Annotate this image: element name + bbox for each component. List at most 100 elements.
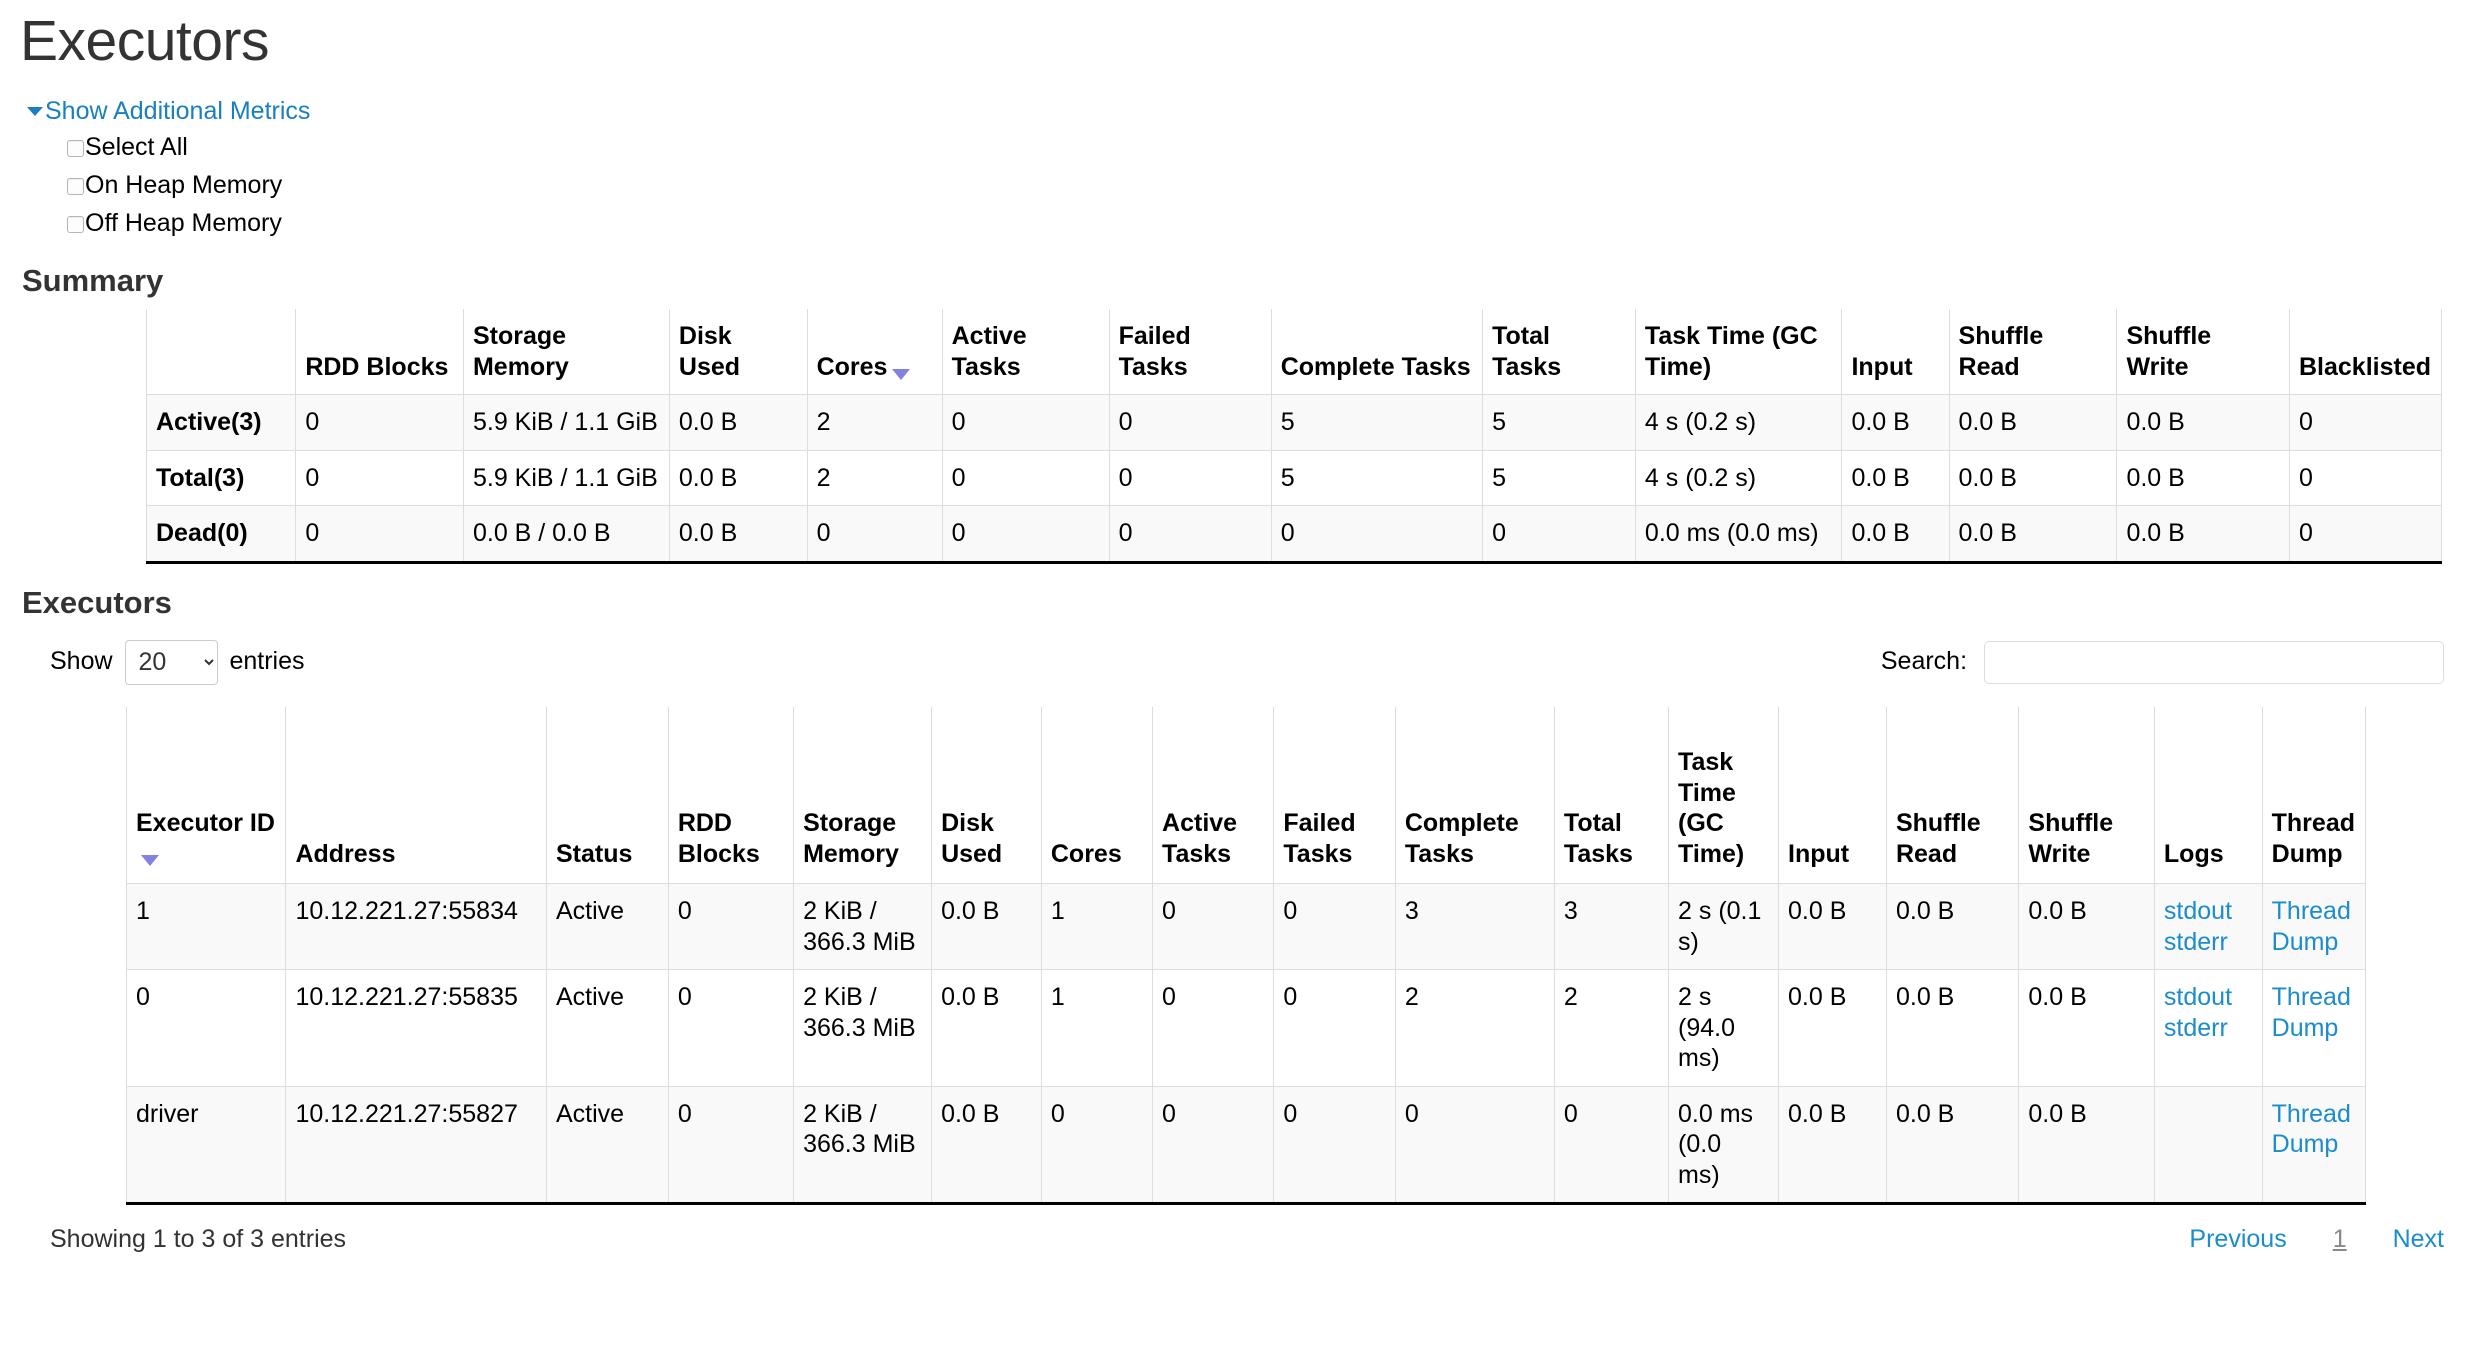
column-header-input[interactable]: Input (1778, 707, 1887, 885)
showing-entries-info: Showing 1 to 3 of 3 entries (50, 1225, 347, 1254)
show-additional-metrics-label: Show Additional Metrics (45, 96, 311, 125)
page-length-control: Show 204060100 entries (50, 639, 305, 685)
summary-cell-complete-tasks: 5 (1270, 449, 1484, 507)
column-header-shuffle-write[interactable]: Shuffle Write (2116, 309, 2290, 396)
column-header-thread-dump[interactable]: Thread Dump (2261, 707, 2367, 885)
executor-cell-storage-memory: 2 KiB / 366.3 MiB (793, 1085, 933, 1206)
executor-cell-thread-dump: Thread Dump (2261, 969, 2367, 1087)
column-header-label: Disk Used (678, 322, 741, 381)
metric-checkbox[interactable] (67, 216, 84, 234)
thread-dump-link[interactable]: Thread Dump (2271, 897, 2351, 956)
column-header-label: Active Tasks (1162, 809, 1238, 868)
column-header-label: Active Tasks (951, 322, 1027, 381)
column-header-rdd-blocks[interactable]: RDD Blocks (667, 707, 795, 885)
metric-checkbox[interactable] (67, 140, 84, 158)
summary-cell-shuffle-write: 0.0 B (2116, 449, 2290, 507)
column-header-label: Executor ID (136, 809, 275, 838)
column-header-disk-used[interactable]: Disk Used (931, 707, 1042, 885)
executor-cell-failed-tasks: 0 (1273, 1085, 1396, 1206)
column-header-storage-memory[interactable]: Storage Memory (462, 309, 670, 396)
column-header-complete-tasks[interactable]: Complete Tasks (1270, 309, 1484, 396)
metric-checkbox[interactable] (67, 178, 84, 196)
column-header-storage-memory[interactable]: Storage Memory (793, 707, 933, 885)
executor-cell-shuffle-write: 0.0 B (2018, 1085, 2155, 1206)
summary-cell-label: Active(3) (145, 394, 297, 451)
column-header-failed-tasks[interactable]: Failed Tasks (1273, 707, 1396, 885)
column-header-status[interactable]: Status (545, 707, 669, 885)
summary-cell-blacklisted: 0 (2288, 449, 2443, 507)
column-header-logs[interactable]: Logs (2153, 707, 2263, 885)
executor-cell-task-time: 2 s (0.1 s) (1668, 883, 1779, 971)
column-header-shuffle-read[interactable]: Shuffle Read (1885, 707, 2020, 885)
column-header-blank[interactable] (145, 309, 297, 396)
metric-option: Select All (67, 128, 2466, 166)
executor-cell-failed-tasks: 0 (1273, 969, 1396, 1087)
column-header-label: Task Time (GC Time) (1644, 322, 1818, 381)
column-header-task-time-gc-time[interactable]: Task Time (GC Time) (1634, 309, 1843, 396)
column-header-label: Shuffle Write (2126, 322, 2212, 381)
summary-cell-active-tasks: 0 (941, 505, 1110, 564)
executor-cell-shuffle-write: 0.0 B (2018, 883, 2155, 971)
caret-down-icon (27, 106, 43, 116)
thread-dump-link[interactable]: Thread Dump (2271, 983, 2351, 1042)
log-link-stderr[interactable]: stderr (2163, 927, 2228, 956)
thread-dump-link[interactable]: Thread Dump (2271, 1099, 2351, 1159)
executor-cell-shuffle-read: 0.0 B (1885, 969, 2020, 1087)
entries-label: entries (229, 646, 305, 675)
column-header-label: RDD Blocks (677, 809, 760, 868)
column-header-input[interactable]: Input (1841, 309, 1950, 396)
pagination-next[interactable]: Next (2392, 1225, 2444, 1254)
summary-table-container: RDD Blocks Storage Memory Disk Used Cores Ac… (145, 309, 2443, 564)
column-header-total-tasks[interactable]: Total Tasks (1482, 309, 1636, 396)
summary-cell-blacklisted: 0 (2288, 505, 2443, 564)
column-header-label: Input (1788, 839, 1850, 868)
column-header-label: Shuffle Read (1895, 809, 1981, 868)
column-header-active-tasks[interactable]: Active Tasks (1152, 707, 1275, 885)
column-header-executor-id[interactable]: Executor ID (125, 707, 287, 885)
column-header-complete-tasks[interactable]: Complete Tasks (1394, 707, 1555, 885)
show-additional-metrics-toggle[interactable]: Show Additional Metrics (27, 97, 310, 125)
executors-table: Executor ID Address Status RDD Blocks Storag… (125, 707, 2367, 1206)
column-header-cores[interactable]: Cores (806, 309, 943, 396)
column-header-active-tasks[interactable]: Active Tasks (941, 309, 1110, 396)
search-input[interactable] (1984, 640, 2444, 684)
column-header-label: Shuffle Read (1958, 322, 2044, 381)
column-header-cores[interactable]: Cores (1040, 707, 1154, 885)
summary-cell-complete-tasks: 5 (1270, 394, 1484, 451)
executor-cell-complete-tasks: 0 (1394, 1085, 1555, 1206)
column-header-blacklisted[interactable]: Blacklisted (2288, 309, 2443, 396)
column-header-label: Complete Tasks (1404, 809, 1519, 868)
page-length-select[interactable]: 204060100 (124, 639, 218, 685)
executor-cell-storage-memory: 2 KiB / 366.3 MiB (793, 883, 933, 971)
executor-cell-rdd-blocks: 0 (667, 1085, 795, 1206)
column-header-disk-used[interactable]: Disk Used (668, 309, 808, 396)
log-link-stdout[interactable]: stdout (2163, 983, 2233, 1012)
executors-header-row: Executor ID Address Status RDD Blocks Storag… (125, 707, 2367, 885)
column-header-total-tasks[interactable]: Total Tasks (1553, 707, 1670, 885)
column-header-task-time-gc-time[interactable]: Task Time (GC Time) (1668, 707, 1779, 885)
pagination-page-1[interactable]: 1 (2332, 1225, 2347, 1254)
executor-cell-input: 0.0 B (1778, 969, 1887, 1087)
column-header-label: Status (555, 839, 633, 868)
executor-cell-disk-used: 0.0 B (931, 1085, 1042, 1206)
summary-heading: Summary (22, 263, 164, 299)
column-header-shuffle-read[interactable]: Shuffle Read (1948, 309, 2118, 396)
summary-cell-input: 0.0 B (1841, 449, 1950, 507)
summary-cell-shuffle-write: 0.0 B (2116, 394, 2290, 451)
column-header-failed-tasks[interactable]: Failed Tasks (1108, 309, 1272, 396)
summary-cell-shuffle-read: 0.0 B (1948, 505, 2118, 564)
column-header-label: Total Tasks (1563, 809, 1633, 868)
column-header-address[interactable]: Address (285, 707, 547, 885)
executors-page: Executors Show Additional Metrics Select… (0, 10, 2466, 1254)
log-link-stdout[interactable]: stdout (2163, 897, 2233, 926)
summary-cell-cores: 0 (806, 505, 943, 564)
executor-cell-disk-used: 0.0 B (931, 883, 1042, 971)
pagination-previous[interactable]: Previous (2189, 1225, 2287, 1254)
column-header-label: Total Tasks (1492, 322, 1562, 381)
log-link-stderr[interactable]: stderr (2163, 1013, 2228, 1042)
summary-cell-failed-tasks: 0 (1108, 449, 1272, 507)
executor-cell-thread-dump: Thread Dump (2261, 883, 2367, 971)
column-header-rdd-blocks[interactable]: RDD Blocks (295, 309, 464, 396)
column-header-shuffle-write[interactable]: Shuffle Write (2018, 707, 2155, 885)
